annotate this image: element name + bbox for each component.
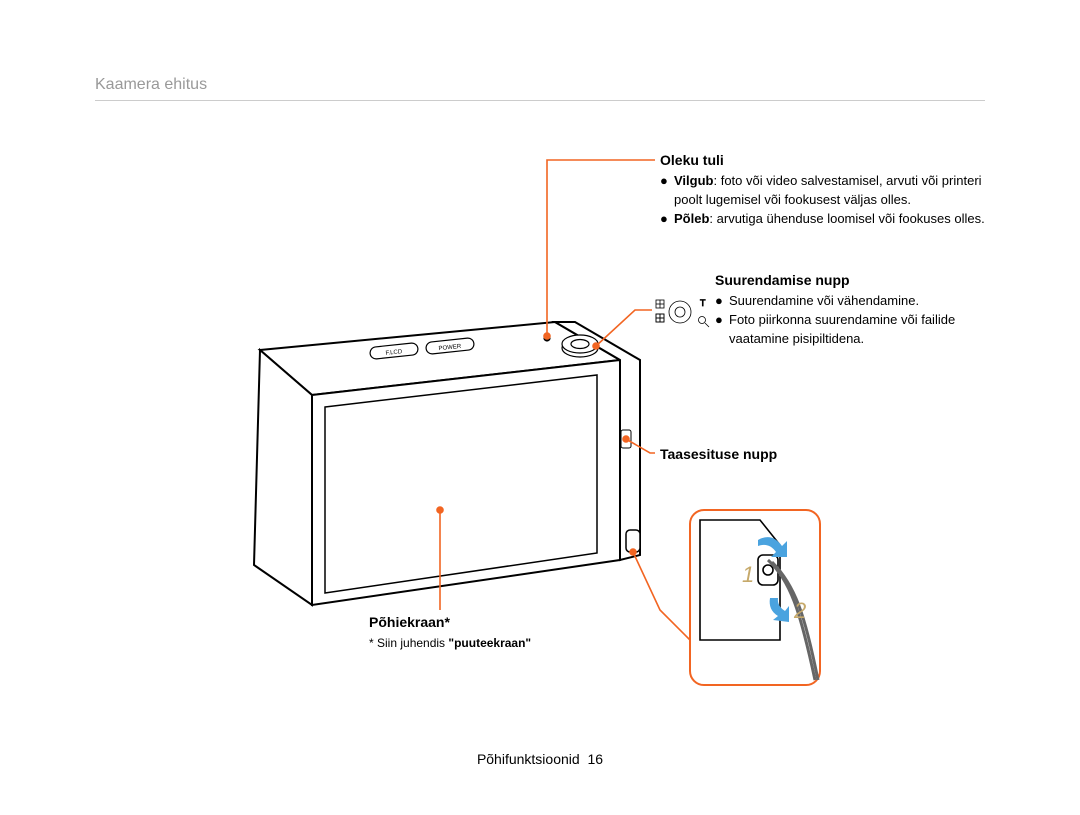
footnote-prefix: * Siin juhendis (369, 636, 448, 650)
callout-status-light-lead: Põleb (674, 211, 709, 226)
callout-main-screen-footnote: * Siin juhendis "puuteekraan" (369, 636, 589, 650)
callout-zoom-button: Suurendamise nupp ● Suurendamine või väh… (715, 272, 995, 349)
callout-main-screen-label: Põhiekraan* (369, 614, 589, 630)
page-header-title: Kaamera ehitus (95, 76, 207, 94)
callout-status-light-label: Oleku tuli (660, 152, 1000, 168)
footnote-quoted: "puuteekraan" (448, 636, 531, 650)
callout-zoom-button-label: Suurendamise nupp (715, 272, 995, 288)
callout-main-screen: Põhiekraan* * Siin juhendis "puuteekraan… (369, 614, 589, 650)
camera-diagram: F.LCD POWER T (0, 0, 1080, 815)
callout-zoom-text: Foto piirkonna suurendamine või failide … (729, 311, 995, 349)
header-rule (95, 100, 985, 101)
strap-inset: 1 2 (690, 510, 820, 685)
callout-playback-button-label: Taasesituse nupp (660, 446, 860, 462)
callout-playback-button: Taasesituse nupp (660, 446, 860, 462)
callout-zoom-item: ● Foto piirkonna suurendamine või failid… (715, 311, 995, 349)
camera-top-controls (370, 335, 598, 359)
zoom-icons: T (656, 298, 709, 327)
camera-screen (325, 375, 597, 593)
footer-section: Põhifunktsioonid (477, 751, 580, 767)
inset-arrows (758, 537, 789, 622)
footer-page-number: 16 (587, 751, 603, 767)
callout-status-light-text: : foto või video salvestamisel, arvuti v… (674, 173, 982, 207)
page-footer: Põhifunktsioonid 16 (0, 751, 1080, 767)
callout-status-light-text: : arvutiga ühenduse loomisel või fookuse… (709, 211, 984, 226)
callout-zoom-text: Suurendamine või vähendamine. (729, 292, 919, 311)
leader-lines (437, 160, 690, 640)
callout-status-light-item: ● Põleb: arvutiga ühenduse loomisel või … (660, 210, 1000, 229)
svg-text:T: T (700, 298, 706, 308)
camera-playback-button (621, 430, 631, 448)
svg-text:F.LCD: F.LCD (385, 349, 403, 357)
callout-status-light: Oleku tuli ● Vilgub: foto või video salv… (660, 152, 1000, 229)
svg-text:POWER: POWER (438, 344, 462, 352)
callout-status-light-item: ● Vilgub: foto või video salvestamisel, … (660, 172, 1000, 210)
camera-strap-lug (626, 530, 640, 552)
camera-body (254, 322, 640, 605)
callout-zoom-item: ● Suurendamine või vähendamine. (715, 292, 995, 311)
inset-step-2: 2 (793, 598, 806, 623)
inset-step-1: 1 (742, 562, 754, 587)
callout-status-light-lead: Vilgub (674, 173, 713, 188)
